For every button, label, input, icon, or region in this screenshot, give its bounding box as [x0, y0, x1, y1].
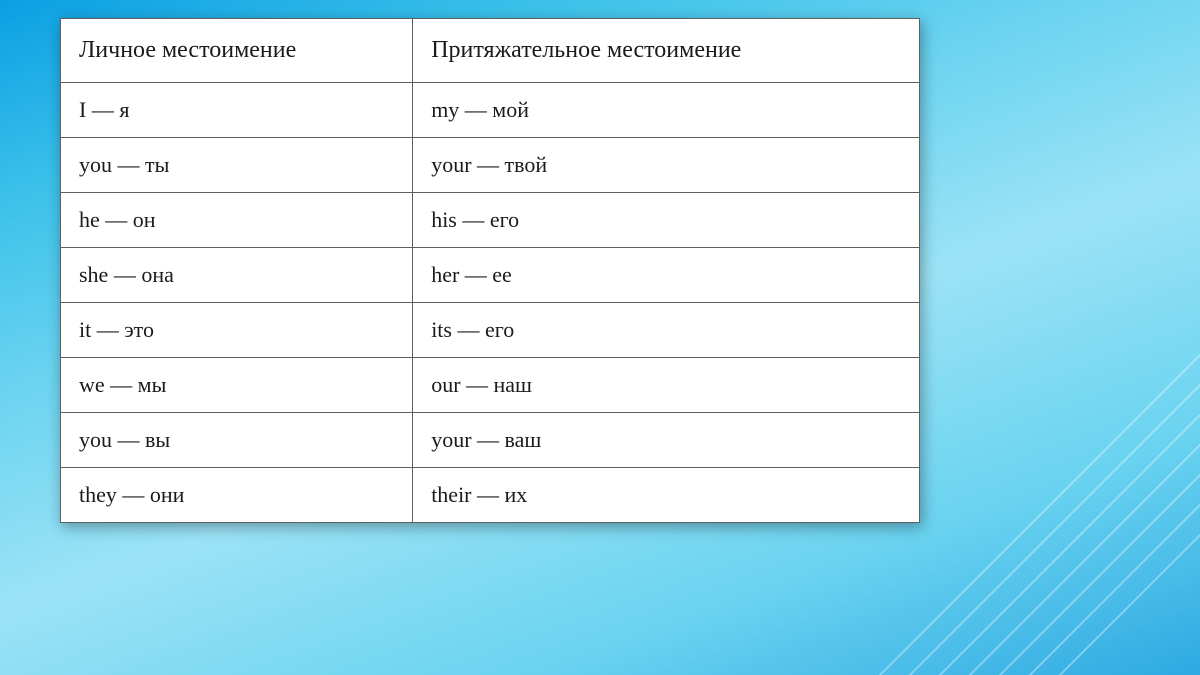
- table-row: it — это its — его: [61, 303, 920, 358]
- cell-possessive: my — мой: [413, 83, 920, 138]
- table-row: I — я my — мой: [61, 83, 920, 138]
- pronouns-table: Личное местоимение Притяжательное местои…: [60, 18, 920, 523]
- header-possessive: Притяжательное местоимение: [413, 19, 920, 83]
- cell-personal: you — вы: [61, 413, 413, 468]
- table-row: we — мы our — наш: [61, 358, 920, 413]
- cell-personal: you — ты: [61, 138, 413, 193]
- slide: Личное местоимение Притяжательное местои…: [0, 0, 1200, 675]
- header-personal: Личное местоимение: [61, 19, 413, 83]
- table-row: he — он his — его: [61, 193, 920, 248]
- cell-possessive: your — твой: [413, 138, 920, 193]
- cell-personal: they — они: [61, 468, 413, 523]
- cell-possessive: your — ваш: [413, 413, 920, 468]
- cell-possessive: his — его: [413, 193, 920, 248]
- cell-possessive: its — его: [413, 303, 920, 358]
- table-row: they — они their — их: [61, 468, 920, 523]
- table-row: you — вы your — ваш: [61, 413, 920, 468]
- cell-personal: we — мы: [61, 358, 413, 413]
- cell-personal: he — он: [61, 193, 413, 248]
- cell-possessive: our — наш: [413, 358, 920, 413]
- table-row: you — ты your — твой: [61, 138, 920, 193]
- cell-personal: I — я: [61, 83, 413, 138]
- pronouns-table-container: Личное местоимение Притяжательное местои…: [60, 18, 920, 523]
- cell-personal: she — она: [61, 248, 413, 303]
- table-header-row: Личное местоимение Притяжательное местои…: [61, 19, 920, 83]
- cell-possessive: her — ее: [413, 248, 920, 303]
- cell-personal: it — это: [61, 303, 413, 358]
- table-row: she — она her — ее: [61, 248, 920, 303]
- cell-possessive: their — их: [413, 468, 920, 523]
